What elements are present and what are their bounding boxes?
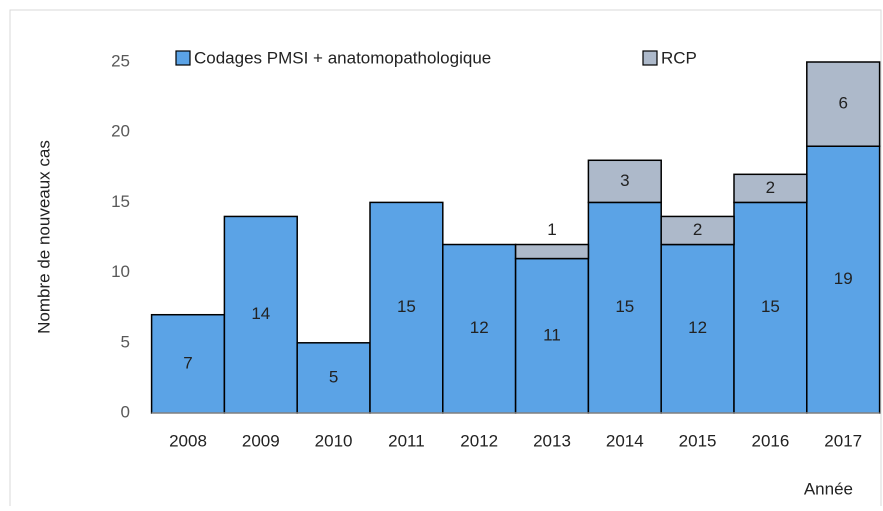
x-tick-label: 2011 — [388, 431, 425, 450]
bar-segment — [514, 243, 590, 260]
bar-segment — [587, 201, 662, 414]
bar-segment — [806, 145, 881, 414]
data-label: 2 — [766, 178, 775, 197]
data-label: 19 — [834, 269, 853, 288]
legend-swatch — [175, 50, 191, 66]
bar-segment — [660, 243, 735, 414]
y-tick-label: 0 — [121, 402, 130, 421]
data-label: 12 — [688, 318, 707, 337]
data-label: 2 — [693, 220, 702, 239]
x-axis-label: Année — [804, 479, 853, 498]
bar-segment — [514, 257, 590, 414]
x-tick-label: 2014 — [606, 431, 644, 450]
data-label: 1 — [547, 220, 556, 239]
x-tick-label: 2016 — [751, 431, 789, 450]
data-label: 6 — [838, 94, 847, 113]
legend-label: RCP — [661, 48, 697, 67]
legend-swatch — [642, 50, 658, 66]
x-tick-label: 2017 — [824, 431, 862, 450]
x-tick-label: 2010 — [315, 431, 353, 450]
data-label: 5 — [329, 367, 338, 386]
x-tick-label: 2012 — [460, 431, 498, 450]
data-label: 15 — [615, 297, 634, 316]
y-tick-label: 25 — [111, 51, 130, 70]
bar-segment — [369, 201, 444, 414]
x-tick-label: 2009 — [242, 431, 280, 450]
data-label: 15 — [761, 297, 780, 316]
x-tick-label: 2013 — [533, 431, 571, 450]
data-label: 14 — [251, 304, 270, 323]
y-tick-label: 20 — [111, 122, 130, 141]
y-tick-label: 15 — [111, 192, 130, 211]
x-tick-label: 2008 — [169, 431, 207, 450]
legend-label: Codages PMSI + anatomopathologique — [194, 48, 491, 67]
data-label: 12 — [470, 318, 489, 337]
bar-segment — [733, 173, 808, 204]
y-tick-label: 10 — [111, 262, 130, 281]
bar-segment — [587, 159, 662, 204]
bar-segment — [806, 61, 881, 147]
bar-segment — [733, 201, 808, 414]
y-axis-label: Nombre de nouveaux cas — [34, 140, 53, 334]
data-label: 15 — [397, 297, 416, 316]
bar-segment — [660, 215, 735, 246]
data-label: 3 — [620, 171, 629, 190]
data-label: 11 — [543, 325, 561, 344]
x-tick-label: 2015 — [679, 431, 717, 450]
bar-segment — [223, 215, 298, 414]
y-tick-label: 5 — [121, 332, 130, 351]
data-label: 7 — [183, 353, 192, 372]
